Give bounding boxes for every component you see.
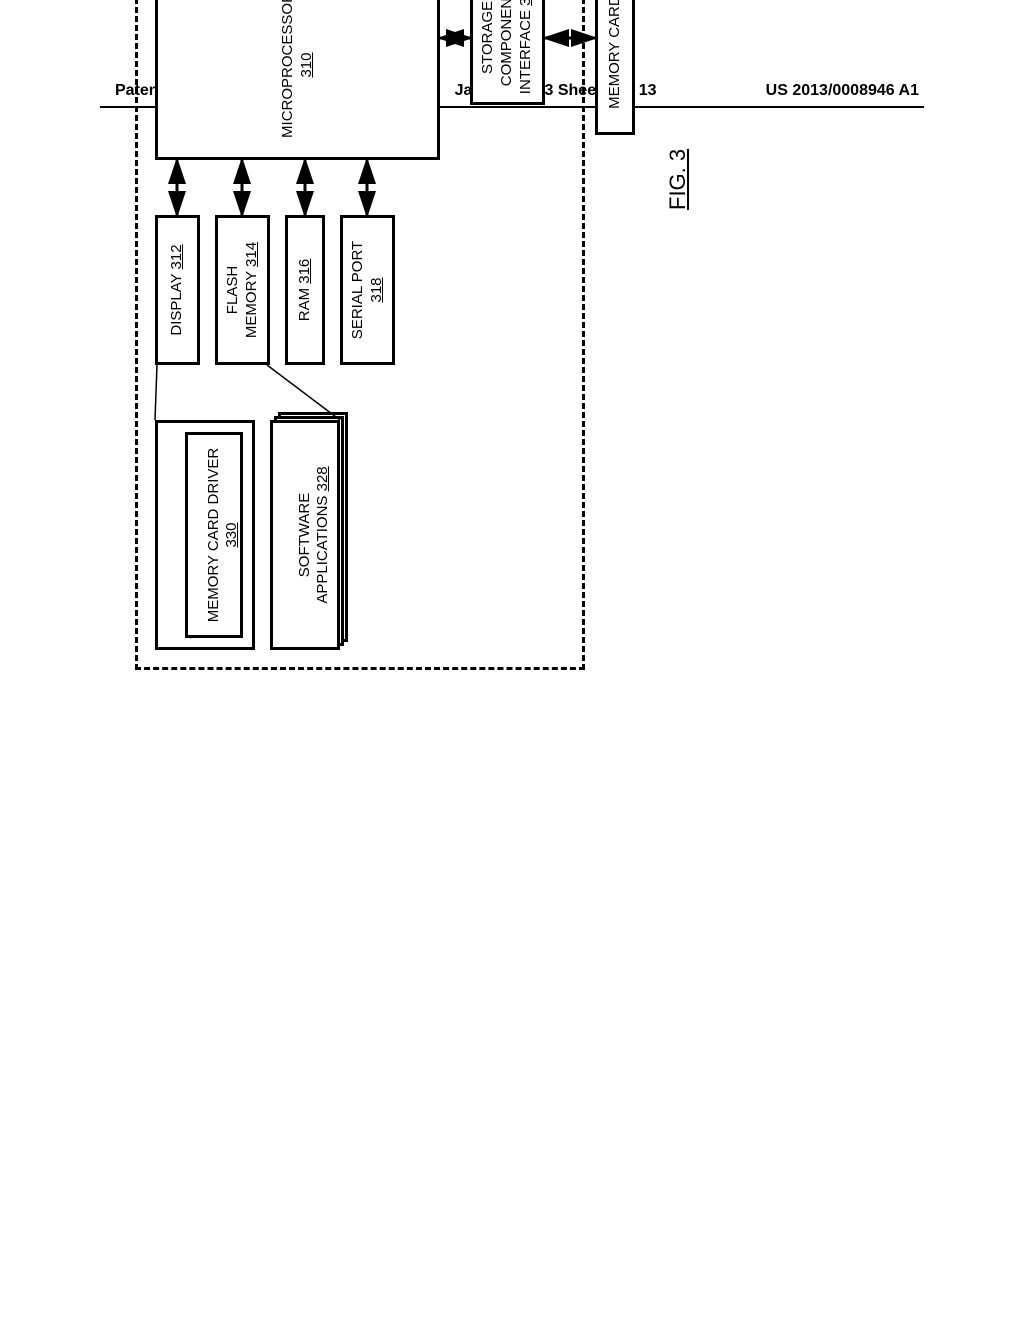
block-diagram: SMART CARD READER 110 OPERATING SYSTEM 3…	[135, 0, 645, 670]
memory-card-box: MEMORY CARD 334	[595, 0, 635, 135]
serial-port-box: SERIAL PORT 318	[340, 215, 395, 365]
display-box: DISPLAY 312	[155, 215, 200, 365]
memory-card-driver-box: MEMORY CARD DRIVER 330	[185, 432, 243, 638]
diagram-rotated-container: SMART CARD READER 110 OPERATING SYSTEM 3…	[135, 160, 1024, 670]
figure-label: FIG. 3	[665, 149, 691, 210]
storage-component-interface-box: STORAGE COMPONENT INTERFACE 322	[470, 0, 545, 105]
driver-label: MEMORY CARD DRIVER 330	[186, 448, 242, 622]
apps-label: SOFTWARE APPLICATIONS 328	[277, 466, 333, 603]
microprocessor-box: MICROPROCESSOR 310	[155, 0, 440, 160]
flash-memory-box: FLASH MEMORY 314	[215, 215, 270, 365]
apps-box: SOFTWARE APPLICATIONS 328	[270, 420, 340, 650]
software-applications-stack: SOFTWARE APPLICATIONS 328	[270, 420, 340, 650]
header-right: US 2013/0008946 A1	[766, 82, 919, 100]
ram-box: RAM 316	[285, 215, 325, 365]
